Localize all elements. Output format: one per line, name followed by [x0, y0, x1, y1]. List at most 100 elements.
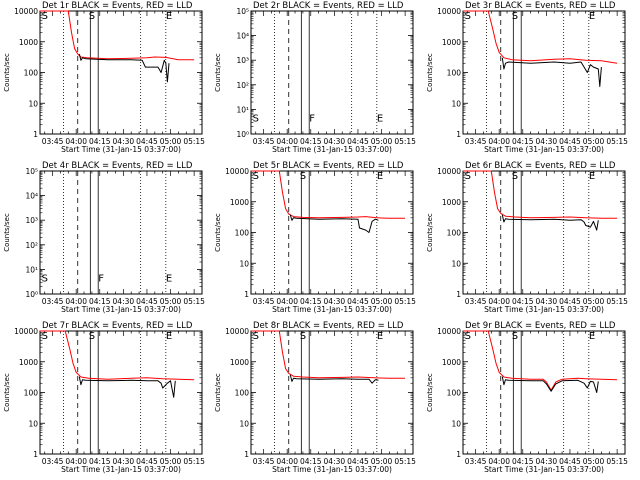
x-tick-label: 03:45 [42, 457, 64, 466]
marker-label: S [42, 273, 48, 284]
panel-title: Det 8r BLACK = Events, RED = LLD [253, 321, 404, 331]
x-tick-label: 04:30 [536, 457, 558, 466]
y-tick-label: 10 [28, 419, 38, 428]
marker-label: S [512, 11, 518, 22]
detector-panel-1: Det 1r BLACK = Events, RED = LLD10000100… [3, 1, 205, 154]
y-axis-label: Counts/sec [3, 373, 11, 412]
y-tick-label: 10 [451, 419, 461, 428]
marker-label: S [465, 171, 471, 182]
y-tick-label: 1 [33, 450, 38, 459]
panel-title: Det 1r BLACK = Events, RED = LLD [42, 1, 193, 11]
x-tick-label: 05:00 [160, 457, 182, 466]
y-tick-label: 10⁴ [236, 32, 249, 41]
y-tick-label: 10 [239, 419, 249, 428]
lld-series-line [251, 170, 406, 219]
marker-label: S [253, 331, 259, 342]
y-tick-label: 10 [239, 259, 249, 268]
y-tick-label: 100 [447, 69, 462, 78]
y-axis-label: Counts/sec [214, 213, 222, 252]
panel-title: Det 5r BLACK = Events, RED = LLD [253, 161, 404, 171]
x-tick-label: 04:30 [536, 137, 558, 146]
x-tick-label: 04:45 [559, 297, 581, 306]
y-tick-label: 10⁵ [25, 167, 38, 176]
detector-panel-6: Det 6r BLACK = Events, RED = LLD10000100… [426, 161, 628, 314]
x-tick-label: 04:45 [136, 297, 158, 306]
x-tick-label: 05:00 [583, 457, 605, 466]
panel-title: Det 3r BLACK = Events, RED = LLD [465, 1, 616, 11]
marker-label: E [589, 171, 595, 182]
marker-label: E [589, 331, 595, 342]
marker-label: S [253, 171, 259, 182]
x-tick-label: 05:00 [371, 137, 393, 146]
marker-label: E [589, 11, 595, 22]
detector-panel-2: Det 2r BLACK = Events, RED = LLD 10⁵ 10⁴ 10… [214, 1, 416, 154]
x-tick-label: 03:45 [253, 457, 275, 466]
y-axis-label: Counts/sec [214, 373, 222, 412]
y-tick-label: 1 [244, 450, 249, 459]
lld-series-line [463, 10, 618, 64]
y-tick-label: 1000 [442, 38, 461, 47]
y-tick-label: 10 [451, 99, 461, 108]
x-tick-label: 03:45 [253, 297, 275, 306]
x-tick-label: 03:45 [42, 297, 64, 306]
plot-frame [250, 170, 414, 295]
marker-label: S [300, 331, 306, 342]
detector-panel-4: Det 4r BLACK = Events, RED = LLD 10⁵ 10⁴ 10… [3, 161, 205, 314]
plot-frame [462, 330, 626, 455]
x-tick-label: 03:45 [465, 297, 487, 306]
x-axis-label: Start Time (31-Jan-15 03:37:00) [272, 145, 392, 154]
x-tick-label: 04:15 [300, 137, 322, 146]
x-tick-label: 05:15 [394, 457, 416, 466]
y-tick-label: 10000 [437, 7, 461, 16]
marker-label: E [166, 11, 172, 22]
y-axis-label: Counts/sec [3, 53, 11, 92]
x-tick-label: 05:15 [606, 297, 628, 306]
x-axis-label: Start Time (31-Jan-15 03:37:00) [61, 465, 181, 474]
x-tick-label: 04:45 [347, 457, 369, 466]
plot-frame [250, 330, 414, 455]
y-tick-label: 10² [236, 81, 249, 90]
x-tick-label: 04:00 [276, 457, 298, 466]
x-tick-label: 04:45 [559, 137, 581, 146]
y-tick-label: 100 [24, 389, 39, 398]
x-tick-label: 04:00 [276, 137, 298, 146]
y-axis-label: Counts/sec [426, 53, 434, 92]
y-tick-label: 100 [235, 229, 250, 238]
y-tick-label: 10000 [14, 7, 38, 16]
y-tick-label: 1 [456, 290, 461, 299]
x-tick-label: 04:00 [488, 137, 510, 146]
x-tick-label: 04:30 [324, 457, 346, 466]
y-tick-label: 1000 [230, 358, 249, 367]
y-tick-label: 100 [235, 389, 250, 398]
x-tick-label: 05:15 [183, 297, 205, 306]
x-tick-label: 05:00 [160, 297, 182, 306]
x-tick-label: 04:30 [324, 297, 346, 306]
marker-label: S [89, 11, 95, 22]
x-tick-label: 04:45 [347, 297, 369, 306]
x-tick-label: 04:00 [65, 457, 87, 466]
plot-frame [462, 170, 626, 295]
y-tick-label: 1000 [19, 358, 38, 367]
marker-label: S [300, 171, 306, 182]
x-tick-label: 04:15 [512, 457, 534, 466]
y-tick-label: 10² [25, 241, 38, 250]
lld-series-line [251, 330, 406, 379]
x-tick-label: 04:30 [113, 297, 135, 306]
y-tick-label: 10000 [14, 327, 38, 336]
events-series-line [501, 376, 599, 393]
marker-label: S [465, 331, 471, 342]
y-axis-label: Counts/sec [3, 213, 11, 252]
y-tick-label: 10⁴ [25, 192, 38, 201]
x-tick-label: 04:45 [559, 457, 581, 466]
y-tick-label: 1 [33, 130, 38, 139]
y-tick-label: 10³ [236, 56, 249, 65]
x-tick-label: 04:15 [300, 457, 322, 466]
detector-panel-7: Det 7r BLACK = Events, RED = LLD10000100… [3, 321, 205, 474]
y-tick-label: 10000 [437, 327, 461, 336]
events-series-line [289, 374, 379, 384]
y-tick-label: 1000 [442, 358, 461, 367]
y-tick-label: 10⁰ [25, 290, 38, 299]
x-tick-label: 05:00 [583, 137, 605, 146]
y-tick-label: 100 [447, 389, 462, 398]
x-tick-label: 04:15 [89, 457, 111, 466]
